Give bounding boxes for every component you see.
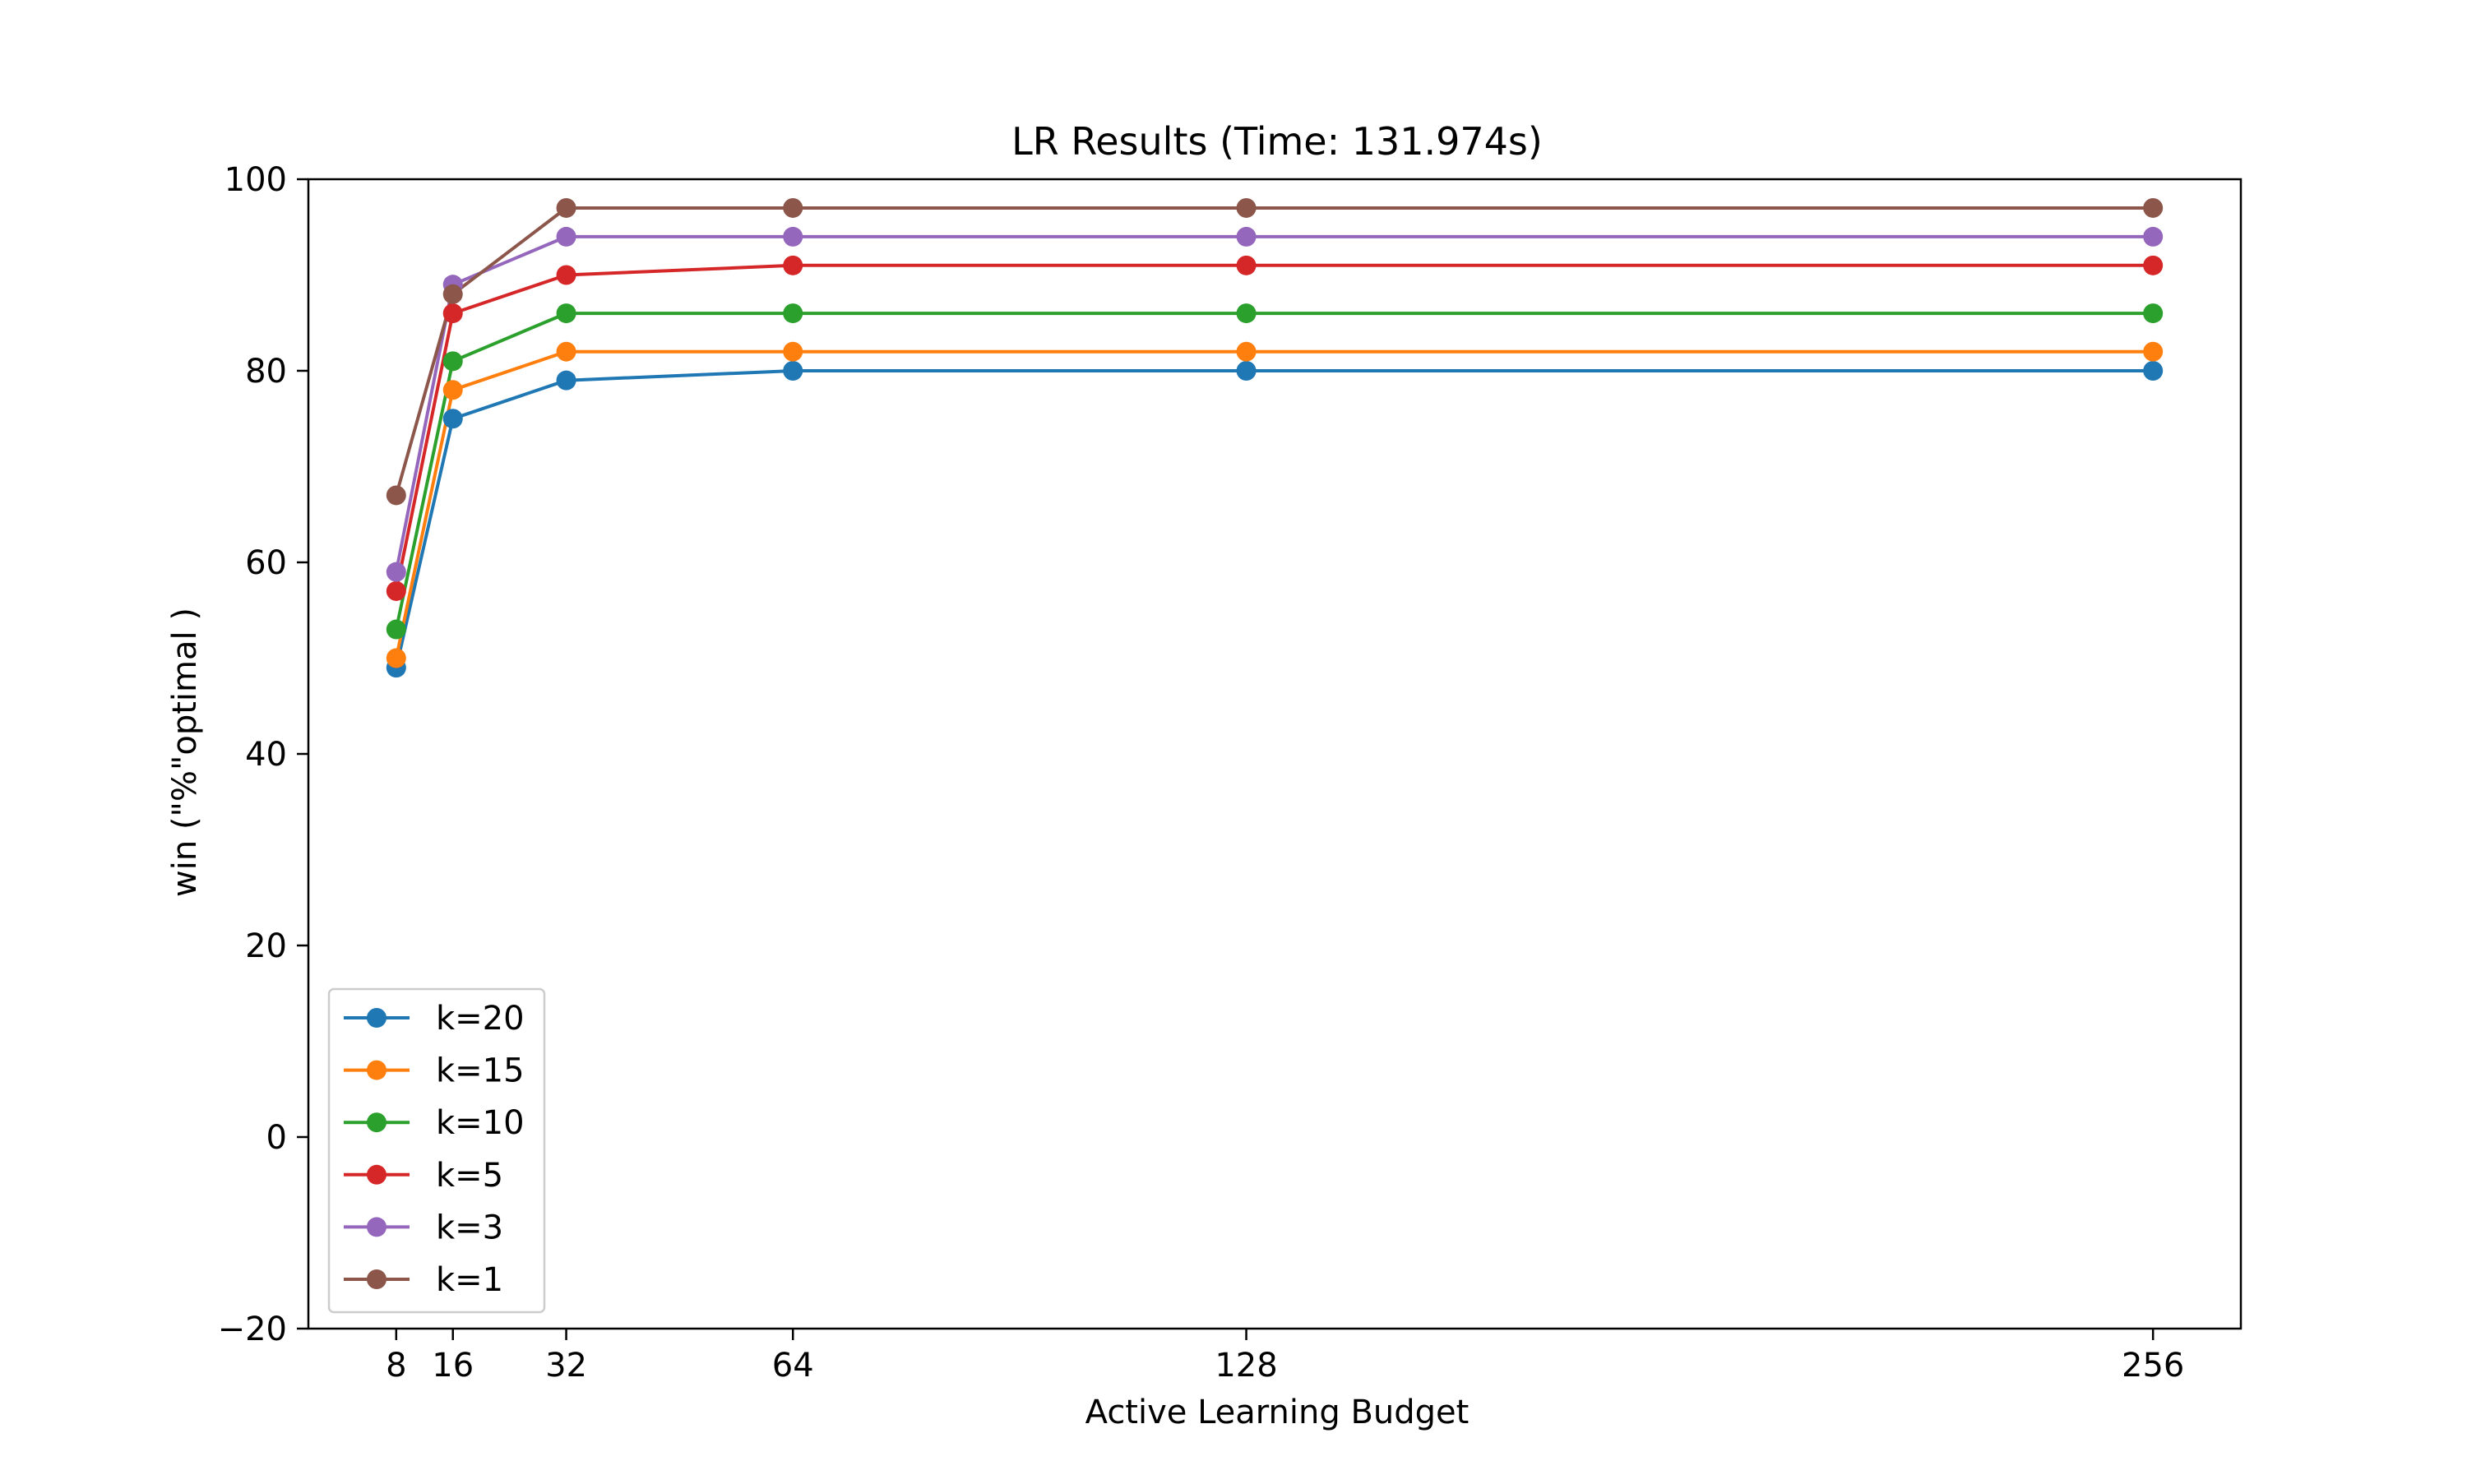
data-point-k=15-128 (1236, 341, 1257, 362)
legend-label-k=1: k=1 (436, 1261, 503, 1299)
y-tick-label: 0 (266, 1119, 287, 1157)
data-point-k=5-32 (556, 265, 576, 285)
data-point-k=15-16 (442, 380, 463, 400)
data-point-k=15-8 (386, 648, 406, 668)
x-tick-label: 128 (1215, 1347, 1277, 1385)
x-tick-label: 256 (2122, 1347, 2184, 1385)
legend-label-k=10: k=10 (436, 1104, 525, 1142)
data-point-k=1-8 (386, 485, 406, 506)
data-point-k=1-64 (783, 197, 803, 218)
legend-label-k=20: k=20 (436, 1000, 525, 1038)
legend-marker-k=15 (367, 1060, 386, 1080)
data-point-k=10-8 (386, 619, 406, 640)
data-point-k=10-32 (556, 303, 576, 324)
y-tick-label: 40 (245, 736, 287, 774)
x-tick-label: 8 (386, 1347, 406, 1385)
y-tick-label: 20 (245, 927, 287, 965)
data-point-k=20-64 (783, 361, 803, 381)
data-point-k=5-16 (442, 303, 463, 324)
data-point-k=20-256 (2143, 361, 2164, 381)
data-point-k=15-256 (2143, 341, 2164, 362)
data-point-k=5-8 (386, 580, 406, 601)
legend-label-k=5: k=5 (436, 1157, 503, 1195)
data-point-k=20-16 (442, 409, 463, 429)
legend-marker-k=10 (367, 1112, 386, 1133)
x-tick-label: 32 (545, 1347, 587, 1385)
x-tick-label: 16 (432, 1347, 474, 1385)
y-axis-label: win ("%"optimal ) (166, 608, 204, 897)
series-line-k=1 (394, 206, 2155, 497)
data-point-k=3-32 (556, 226, 576, 247)
data-point-k=15-64 (783, 341, 803, 362)
data-point-k=3-128 (1236, 226, 1257, 247)
data-point-k=5-256 (2143, 255, 2164, 275)
data-point-k=5-64 (783, 255, 803, 275)
legend-marker-k=1 (367, 1269, 386, 1289)
data-point-k=20-128 (1236, 361, 1257, 381)
y-tick-label: 60 (245, 544, 287, 582)
y-tick-label: 100 (224, 161, 287, 199)
data-point-k=3-64 (783, 226, 803, 247)
data-point-k=1-32 (556, 197, 576, 218)
legend-marker-k=3 (367, 1217, 386, 1237)
series-line-k=20 (394, 369, 2155, 670)
data-point-k=10-64 (783, 303, 803, 324)
data-point-k=10-128 (1236, 303, 1257, 324)
legend-label-k=15: k=15 (436, 1052, 525, 1090)
data-point-k=10-16 (442, 351, 463, 372)
legend-marker-k=5 (367, 1164, 386, 1185)
y-tick-label: 80 (245, 353, 287, 391)
data-point-k=15-32 (556, 341, 576, 362)
x-tick-label: 64 (772, 1347, 814, 1385)
series-line-k=10 (394, 312, 2155, 631)
data-point-k=10-256 (2143, 303, 2164, 324)
legend-marker-k=20 (367, 1008, 386, 1028)
data-point-k=1-16 (442, 284, 463, 304)
chart-title: LR Results (Time: 131.974s) (1011, 119, 1543, 164)
series-line-k=15 (394, 349, 2155, 660)
data-point-k=3-8 (386, 562, 406, 582)
plot-area: 8 16 32 64 128 256 −20 0 20 40 60 80 100 (218, 161, 2243, 1385)
data-point-k=1-256 (2143, 197, 2164, 218)
legend: k=20 k=15 k=10 k=5 k=3 k=1 (327, 987, 546, 1314)
data-point-k=1-128 (1236, 197, 1257, 218)
y-tick-label: −20 (218, 1311, 287, 1348)
legend-label-k=3: k=3 (436, 1209, 503, 1246)
data-point-k=3-256 (2143, 226, 2164, 247)
data-point-k=5-128 (1236, 255, 1257, 275)
x-axis-label: Active Learning Budget (1085, 1394, 1470, 1431)
data-point-k=20-32 (556, 370, 576, 391)
